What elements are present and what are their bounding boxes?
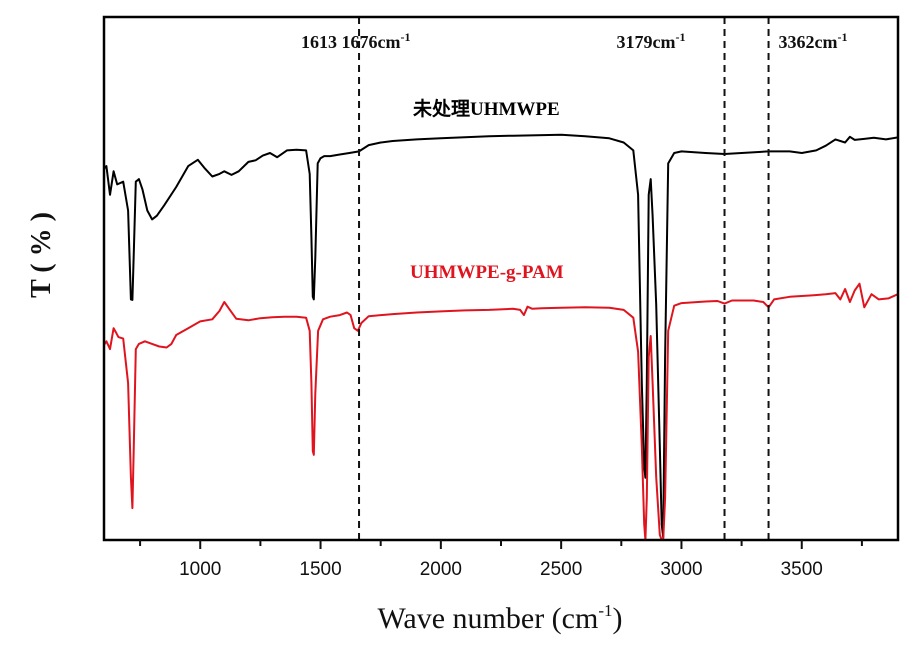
x-tick-label: 3500 [781, 559, 823, 580]
series-line-0 [104, 133, 898, 539]
reference-lines [358, 17, 770, 540]
x-tick-label: 3000 [660, 559, 702, 580]
y-axis-label: T ( % ) [26, 212, 57, 298]
peak-annotation-1: 3179cm-1 [617, 30, 686, 52]
series-line-1 [104, 282, 898, 540]
annotations: 1613 1676cm-1 3179cm-1 3362cm-1 [301, 30, 847, 52]
peak-annotation-0: 1613 1676cm-1 [301, 30, 410, 52]
x-axis-label-main: Wave number (cm [378, 602, 599, 635]
series-label-untreated: 未处理UHMWPE [412, 97, 560, 120]
x-axis-label-close: ) [613, 602, 623, 635]
series-label-grafted: UHMWPE-g-PAM [410, 262, 564, 283]
series-curves [104, 133, 898, 540]
x-axis-label-sup: -1 [598, 601, 612, 620]
x-tick-label: 2500 [540, 559, 582, 580]
x-tick-label: 1500 [299, 559, 341, 580]
x-tick-label: 2000 [420, 559, 462, 580]
peak-annotation-2: 3362cm-1 [779, 30, 848, 52]
x-tick-label: 1000 [179, 559, 221, 580]
x-axis-ticks: 1000 1500 2000 2500 3000 3500 [139, 540, 863, 580]
x-axis-label: Wave number (cm-1) [378, 601, 623, 635]
